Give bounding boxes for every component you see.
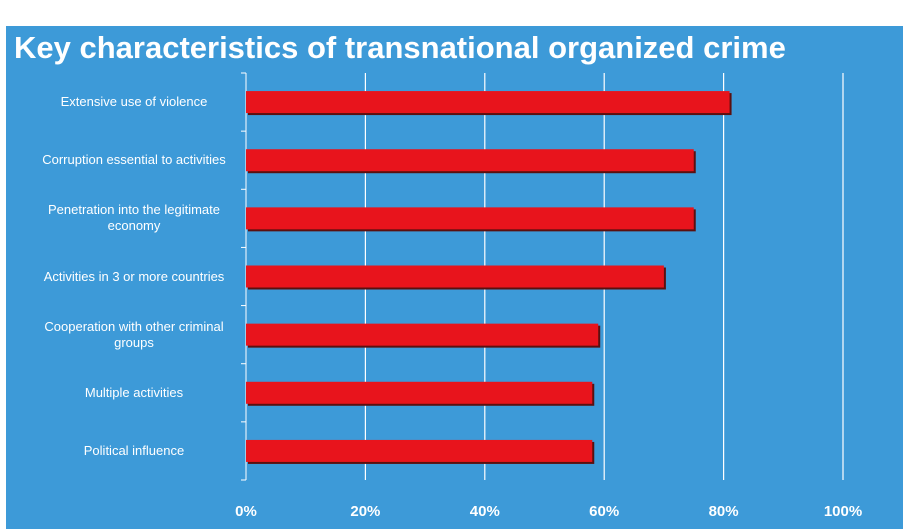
y-tick-label: Extensive use of violence xyxy=(60,94,208,110)
x-tick-label: 0% xyxy=(235,503,257,520)
bar xyxy=(246,91,730,114)
y-tick-label: Multiple activities xyxy=(84,384,184,400)
bar xyxy=(246,381,593,404)
y-tick-label: Political influence xyxy=(83,442,185,458)
bar xyxy=(246,207,694,230)
x-tick-label: 60% xyxy=(589,503,619,520)
bar xyxy=(246,323,599,346)
y-tick-label: Corruption essential to activities xyxy=(42,152,226,168)
y-tick-label: Penetration into the legitimate economy xyxy=(48,202,220,234)
x-tick-label: 100% xyxy=(824,503,862,520)
x-tick-label: 20% xyxy=(350,503,380,520)
bar xyxy=(246,439,593,462)
x-tick-label: 80% xyxy=(709,503,739,520)
x-tick-label: 40% xyxy=(470,503,500,520)
y-tick-label: Activities in 3 or more countries xyxy=(43,268,225,284)
y-tick-label: Cooperation with other criminal groups xyxy=(44,318,224,350)
chart-title: Key characteristics of transnational org… xyxy=(14,30,786,65)
bar xyxy=(246,265,664,288)
bar xyxy=(246,149,694,172)
